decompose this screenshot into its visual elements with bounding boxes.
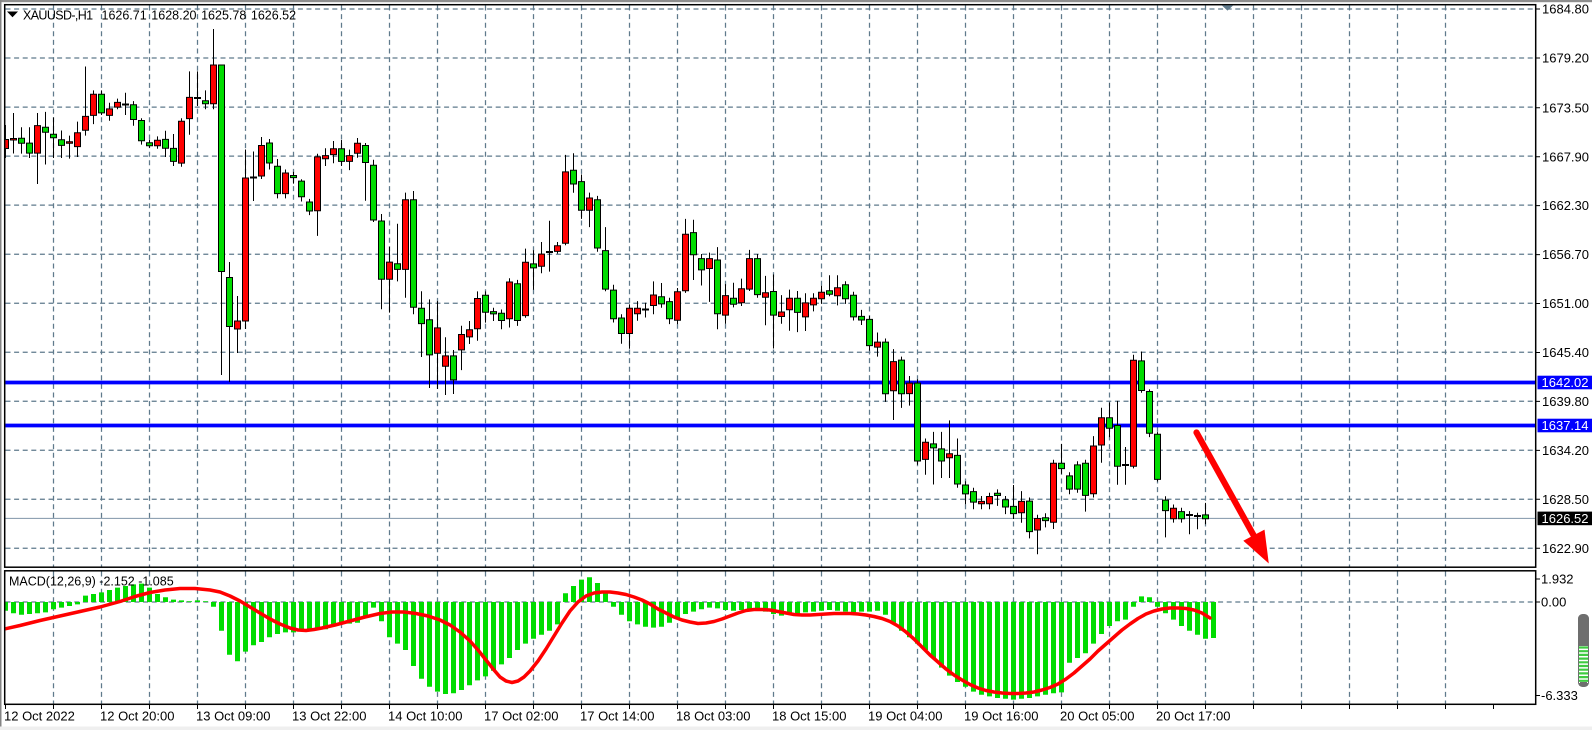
svg-text:1626.71: 1626.71 [102, 9, 147, 23]
svg-text:19 Oct 04:00: 19 Oct 04:00 [868, 708, 942, 723]
svg-text:17 Oct 02:00: 17 Oct 02:00 [484, 708, 558, 723]
svg-text:1625.78: 1625.78 [201, 9, 246, 23]
svg-text:19 Oct 16:00: 19 Oct 16:00 [964, 708, 1038, 723]
svg-text:-6.333: -6.333 [1541, 688, 1578, 703]
svg-text:13 Oct 09:00: 13 Oct 09:00 [196, 708, 270, 723]
svg-text:1651.00: 1651.00 [1542, 296, 1589, 311]
svg-text:1626.52: 1626.52 [1542, 511, 1589, 526]
svg-text:12 Oct 20:00: 12 Oct 20:00 [100, 708, 174, 723]
svg-text:18 Oct 15:00: 18 Oct 15:00 [772, 708, 846, 723]
svg-text:1645.40: 1645.40 [1542, 345, 1589, 360]
svg-text:1662.30: 1662.30 [1542, 198, 1589, 213]
svg-text:1622.90: 1622.90 [1542, 541, 1589, 556]
svg-text:0.00: 0.00 [1541, 595, 1566, 610]
svg-text:14 Oct 10:00: 14 Oct 10:00 [388, 708, 462, 723]
svg-text:1673.50: 1673.50 [1542, 100, 1589, 115]
svg-text:13 Oct 22:00: 13 Oct 22:00 [292, 708, 366, 723]
svg-text:20 Oct 17:00: 20 Oct 17:00 [1156, 708, 1230, 723]
svg-text:18 Oct 03:00: 18 Oct 03:00 [676, 708, 750, 723]
svg-text:1679.20: 1679.20 [1542, 51, 1589, 66]
svg-text:1637.14: 1637.14 [1542, 418, 1589, 433]
svg-text:1667.90: 1667.90 [1542, 149, 1589, 164]
svg-text:XAUUSD-,H1: XAUUSD-,H1 [23, 9, 93, 23]
svg-text:1626.52: 1626.52 [251, 9, 296, 23]
svg-text:MACD(12,26,9) -2.152 -1.085: MACD(12,26,9) -2.152 -1.085 [9, 575, 174, 589]
svg-text:1639.80: 1639.80 [1542, 394, 1589, 409]
svg-text:17 Oct 14:00: 17 Oct 14:00 [580, 708, 654, 723]
svg-text:20 Oct 05:00: 20 Oct 05:00 [1060, 708, 1134, 723]
svg-text:12 Oct 2022: 12 Oct 2022 [4, 708, 75, 723]
svg-text:1.932: 1.932 [1541, 572, 1574, 587]
svg-text:1628.20: 1628.20 [151, 9, 196, 23]
svg-text:1684.80: 1684.80 [1542, 2, 1589, 17]
svg-text:1634.20: 1634.20 [1542, 443, 1589, 458]
svg-text:1642.02: 1642.02 [1542, 375, 1589, 390]
svg-text:1628.50: 1628.50 [1542, 492, 1589, 507]
svg-text:1656.70: 1656.70 [1542, 247, 1589, 262]
